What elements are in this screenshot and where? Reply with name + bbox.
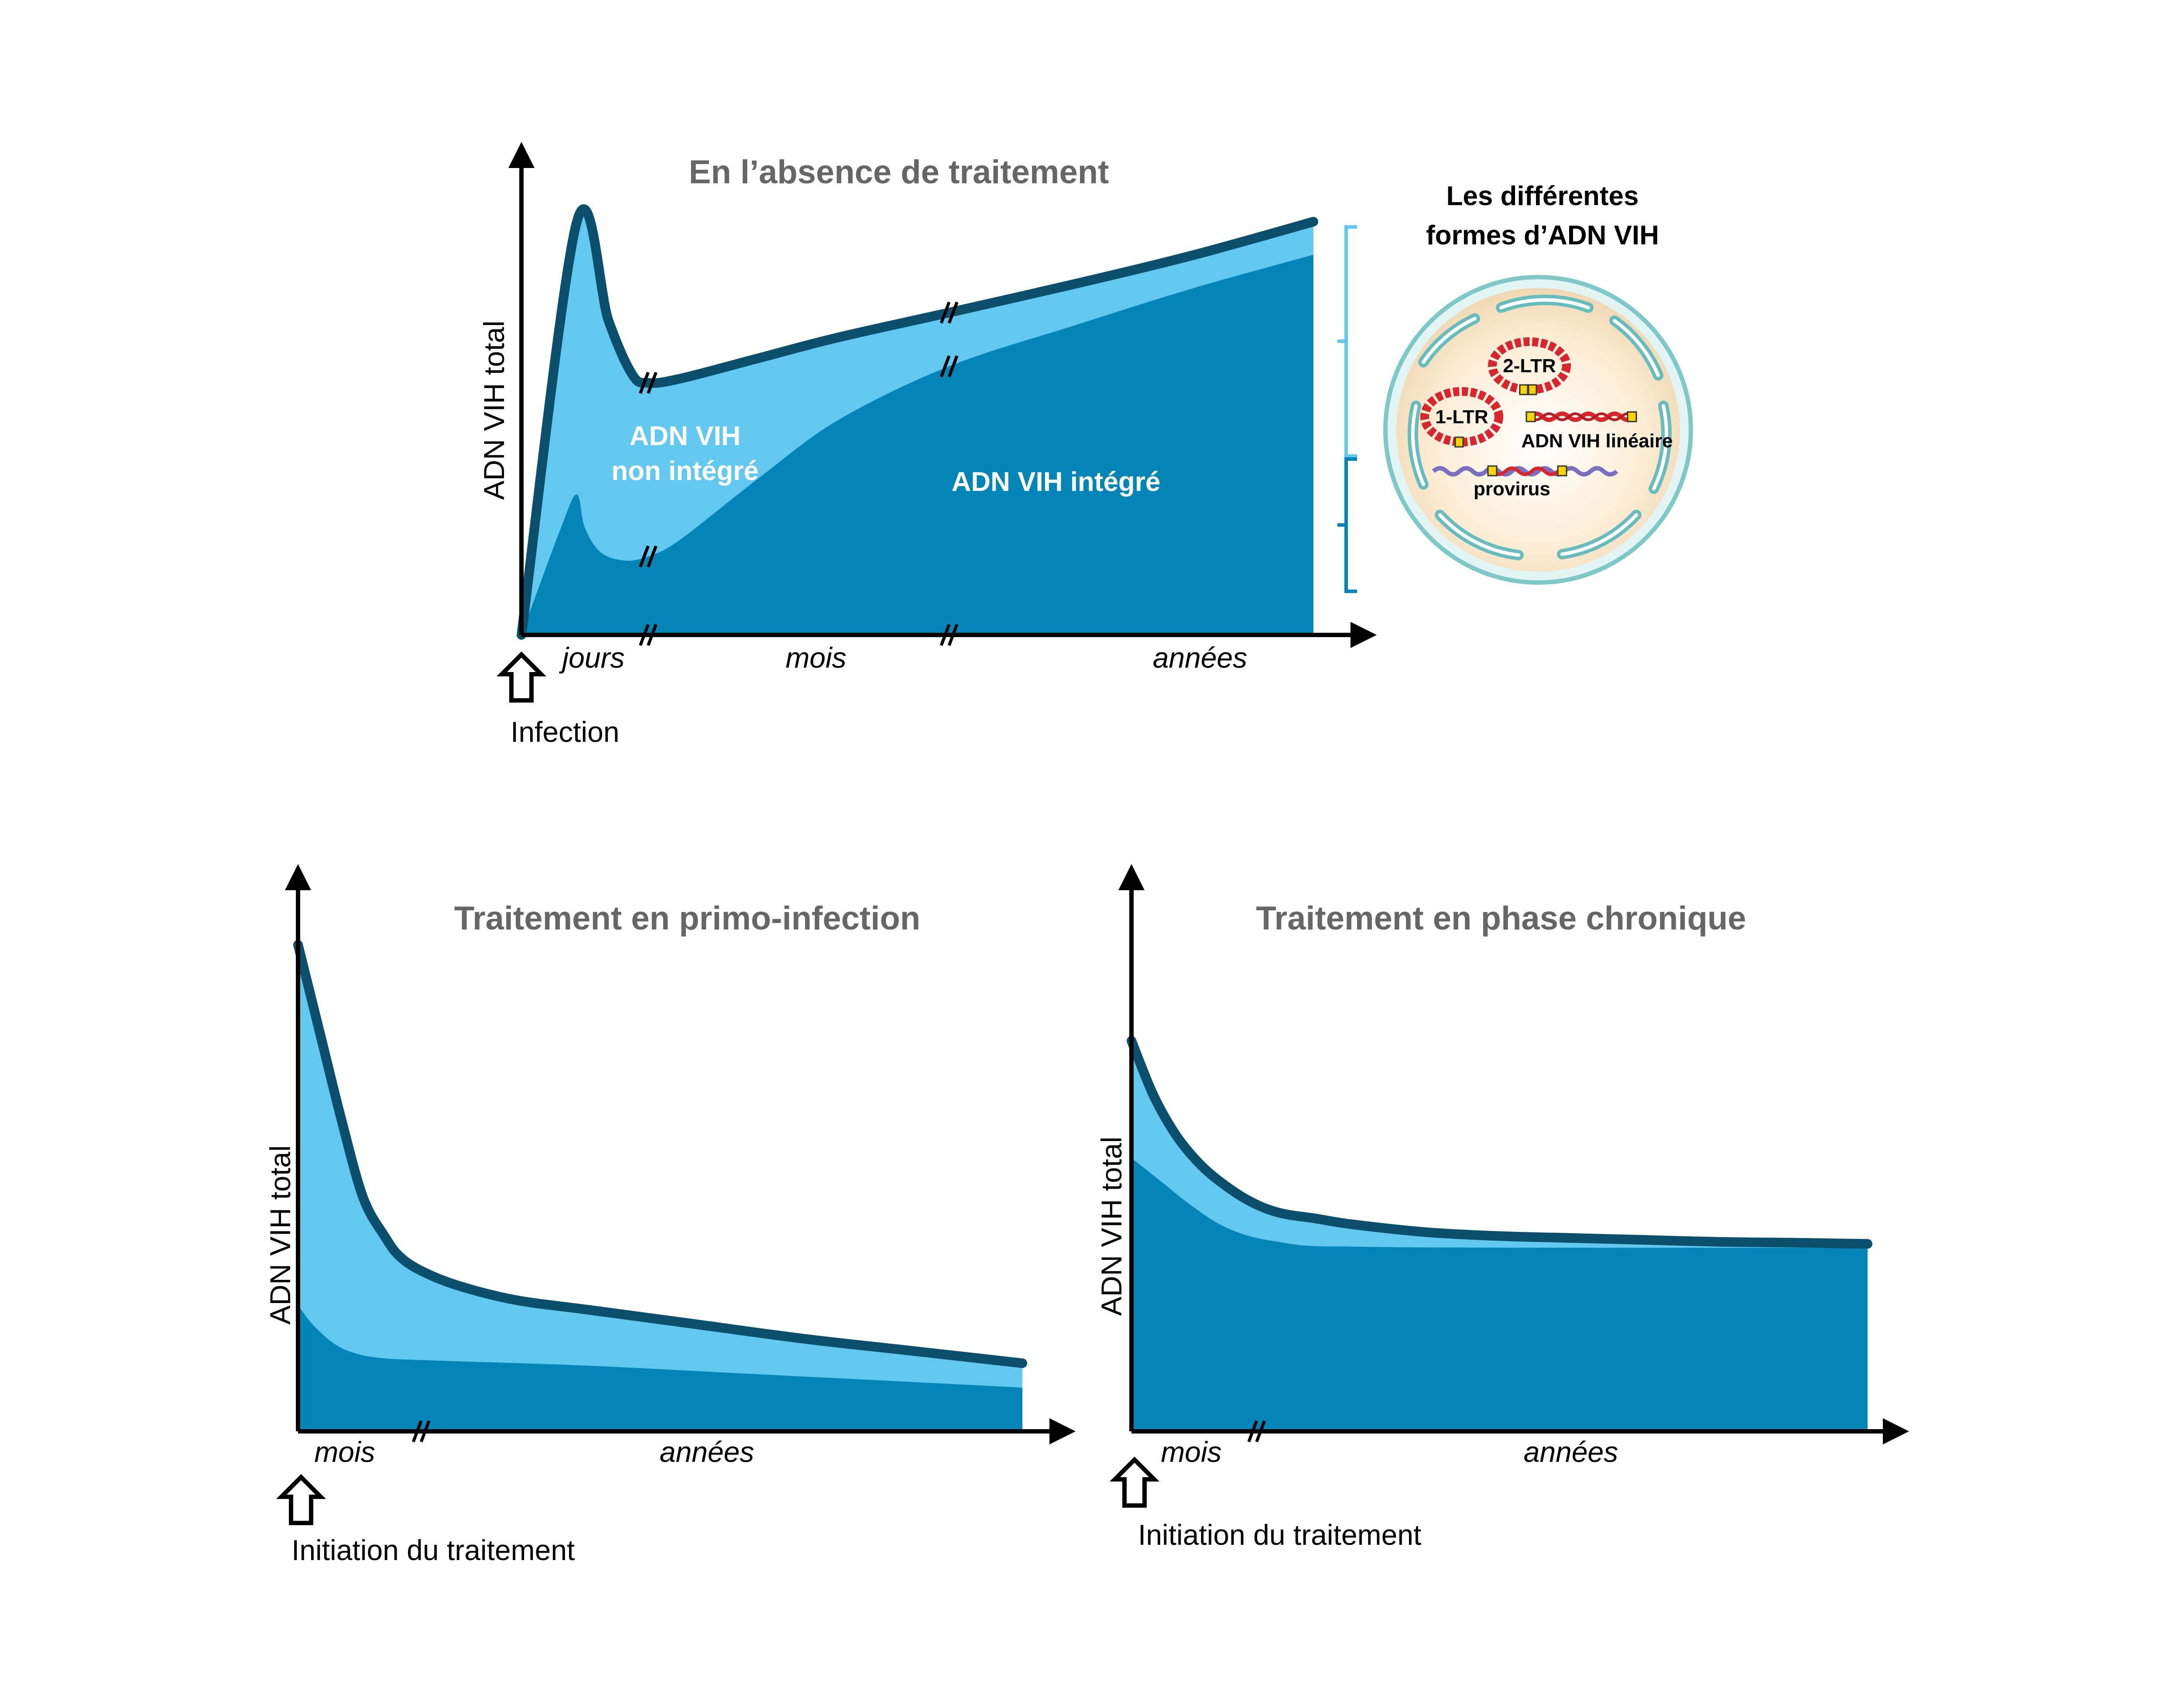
label-provirus: provirus [1474,478,1550,500]
cell-schematic: Les différentes formes d’ADN VIH 2-LTR [1383,181,1693,585]
label-1-ltr: 1-LTR [1435,406,1488,428]
label-non-integrated-line-2: non intégré [611,456,759,486]
panel-1-title: En l’absence de traitement [689,154,1109,191]
label-integrated: ADN VIH intégré [952,467,1161,497]
brace-non-integrated [1337,225,1357,458]
panel-1-segment-days: jours [559,641,624,674]
panel-2-areas [293,940,1027,1431]
area-integrated-dna [298,1305,1022,1431]
axis-break-mark [639,372,650,394]
line-total-dna [517,204,1318,640]
cell-cytoplasm [1396,288,1680,572]
axis-break-mark [647,624,658,646]
panel-1-axis-breaks [639,302,959,646]
axis-break-mark [939,624,951,646]
label-linear-dna: ADN VIH linéaire [1521,430,1673,452]
axis-break-mark [939,302,951,324]
label-non-integrated-line-1: ADN VIH [630,421,741,451]
axis-break-mark [639,545,650,568]
panel-chronic-treatment: Traitement en phase chronique ADN VIH to… [1095,864,1909,1551]
cell-title-line-2: formes d’ADN VIH [1426,220,1659,250]
panel-3-event-label: Initiation du traitement [1138,1519,1421,1551]
axis-break-mark [1247,1420,1258,1443]
axis-break-mark [419,1420,431,1443]
infection-arrow-icon [496,651,547,703]
panel-1-y-label: ADN VIH total [478,321,510,500]
axis-break-mark [947,355,959,377]
axis-break-mark [647,545,658,568]
treatment-start-arrow-icon [1109,1456,1160,1508]
axis-break-mark [1255,1420,1266,1443]
cell-title-line-1: Les différentes [1446,181,1639,211]
panel-3-areas [1127,1036,1872,1431]
line-total-dna [1127,1036,1872,1249]
area-integrated-dna [1131,1158,1868,1431]
axis-break-mark [947,624,959,646]
panel-3-title: Traitement en phase chronique [1256,900,1746,937]
panel-1-event-label: Infection [511,716,620,748]
area-integrated-dna [521,254,1313,635]
panel-primary-infection-treatment: Traitement en primo-infection ADN VIH to… [264,864,1076,1566]
axis-break-mark [647,372,658,394]
panel-2-axis-breaks [411,1420,431,1443]
provirus-icon [1432,466,1618,477]
panel-1-segment-months: mois [785,641,846,674]
label-2-ltr: 2-LTR [1503,355,1556,377]
panel-2-event-label: Initiation du traitement [291,1534,575,1566]
panel-2-y-label: ADN VIH total [264,1146,296,1325]
panel-2-segment-months: mois [314,1436,375,1468]
panel-2-title: Traitement en primo-infection [454,900,920,937]
panel-3-segment-months: mois [1161,1436,1221,1468]
panel-3-y-label: ADN VIH total [1095,1137,1128,1316]
line-total-dna [293,940,1027,1368]
panel-1-areas [517,204,1318,640]
axis-break-mark [939,355,951,377]
axis-break-mark [411,1420,423,1443]
panel-1-segment-years: années [1153,641,1248,674]
panel-no-treatment: En l’absence de traitement ADN VIH non i… [478,142,1377,748]
panel-2-segment-years: années [660,1436,754,1468]
area-non-integrated-dna [298,945,1022,1431]
axis-break-mark [639,624,650,646]
brace-integrated [1337,457,1357,593]
axis-break-mark [947,302,959,324]
panel-3-axis-breaks [1247,1420,1266,1443]
panel-3-segment-years: années [1524,1436,1618,1468]
treatment-start-arrow-icon [276,1474,326,1525]
